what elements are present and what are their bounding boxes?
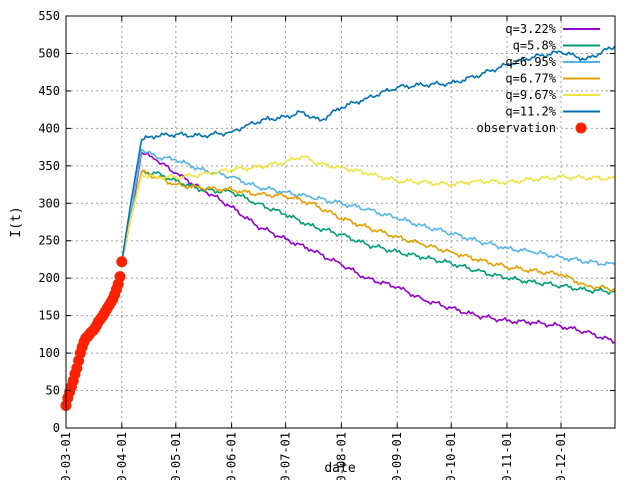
series-line-1 [121, 151, 616, 344]
series-lines [121, 45, 616, 344]
x-tick-label: 2020-11-01 [500, 432, 514, 480]
x-axis-label: date [324, 461, 355, 476]
series-line-3 [121, 148, 616, 266]
legend-label: q=11.2% [505, 105, 556, 119]
legend-swatch [575, 122, 587, 134]
y-tick-label: 500 [38, 46, 60, 60]
y-tick-label: 450 [38, 84, 60, 98]
observation-point [116, 256, 128, 268]
observation-point [114, 271, 126, 283]
y-tick-label: 300 [38, 196, 60, 210]
x-tick-label: 2020-09-01 [390, 432, 404, 480]
series-line-6 [121, 45, 616, 262]
x-tick-label: 2020-06-01 [225, 432, 239, 480]
legend-label: q=6.95% [505, 55, 556, 69]
legend-label: q=9.67% [505, 88, 556, 102]
y-tick-label: 200 [38, 271, 60, 285]
y-tick-label: 250 [38, 234, 60, 248]
x-tick-label: 2020-08-01 [334, 432, 348, 480]
y-tick-label: 550 [38, 9, 60, 23]
axis-ticks: 0 50 100 150 200 250 300 350 400 450 500 550 2020-03… [38, 9, 615, 480]
y-tick-label: 0 [53, 421, 60, 435]
legend: q=3.22% q=5.8% q=6.95% q=6.77% q=9.67% q=11.2… [477, 22, 600, 135]
y-tick-label: 350 [38, 159, 60, 173]
legend-label: observation [477, 121, 556, 135]
legend-label: q=6.77% [505, 72, 556, 86]
y-tick-label: 50 [46, 384, 60, 398]
y-tick-label: 150 [38, 309, 60, 323]
series-line-4 [121, 169, 616, 293]
x-tick-label: 2020-05-01 [169, 432, 183, 480]
legend-label: q=5.8% [513, 39, 557, 53]
series-line-2 [121, 169, 616, 295]
y-tick-label: 400 [38, 121, 60, 135]
x-tick-label: 2020-03-01 [59, 432, 73, 480]
x-tick-label: 2020-07-01 [279, 432, 293, 480]
series-line-5 [121, 155, 616, 262]
grid [66, 16, 615, 428]
plot-frame [65, 15, 616, 429]
y-tick-label: 100 [38, 346, 60, 360]
observation-points [60, 256, 128, 412]
x-tick-label: 2020-04-01 [115, 432, 129, 480]
legend-label: q=3.22% [505, 22, 556, 36]
y-axis-label: I(t) [9, 206, 24, 237]
x-tick-label: 2020-12-01 [554, 432, 568, 480]
x-tick-label: 2020-10-01 [444, 432, 458, 480]
